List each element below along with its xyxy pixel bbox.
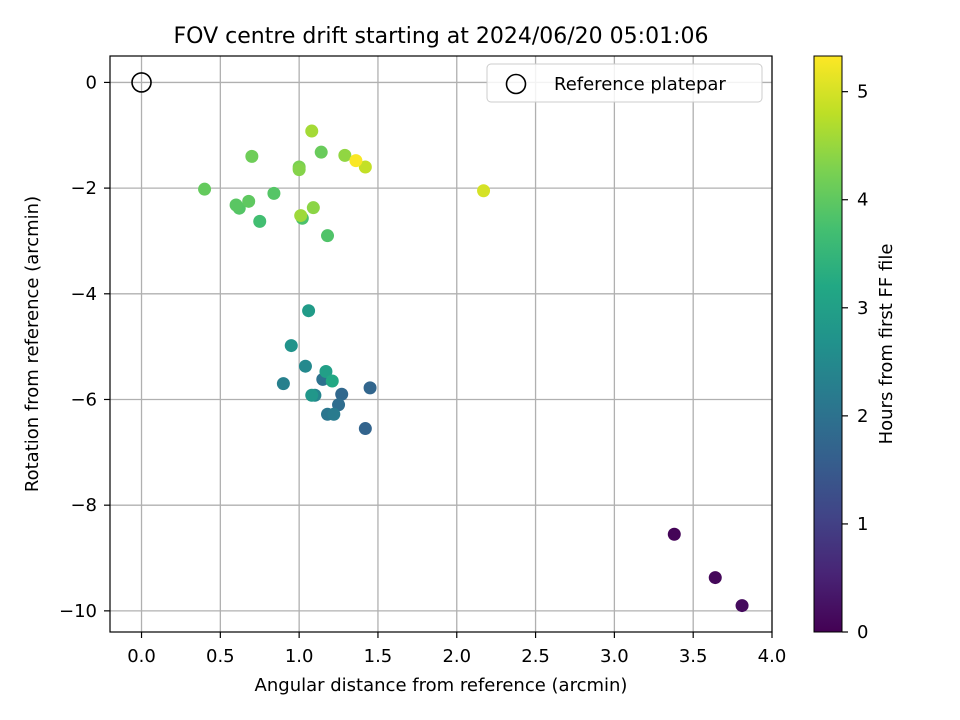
data-point — [267, 186, 281, 200]
y-tick-label: 0 — [86, 72, 97, 93]
data-point — [292, 163, 306, 177]
x-tick-label: 4.0 — [758, 646, 787, 667]
colorbar — [813, 55, 843, 633]
data-point — [298, 359, 312, 373]
chart-title: FOV centre drift starting at 2024/06/20 … — [174, 24, 709, 49]
data-point — [321, 229, 335, 243]
data-point — [198, 182, 212, 196]
x-tick-label: 2.0 — [442, 646, 471, 667]
data-point — [229, 198, 243, 212]
data-point — [294, 209, 308, 223]
x-axis-label: Angular distance from reference (arcmin) — [255, 675, 628, 696]
y-tick-label: −6 — [70, 389, 97, 410]
data-point — [358, 422, 372, 436]
x-tick-label: 1.5 — [364, 646, 393, 667]
y-tick-label: −2 — [70, 178, 97, 199]
data-point — [358, 160, 372, 174]
y-tick-label: −8 — [70, 495, 97, 516]
data-point — [276, 377, 290, 391]
x-tick-label: 3.0 — [600, 646, 629, 667]
colorbar-tick-label: 4 — [857, 190, 868, 211]
reference-platepar-marker — [131, 72, 152, 93]
legend-box — [486, 63, 763, 103]
x-tick-label: 3.5 — [679, 646, 708, 667]
y-axis-ticks: 0 −2 −4 −6 −8 −10 — [59, 72, 110, 622]
y-tick-label: −10 — [59, 601, 97, 622]
x-tick-label: 0.5 — [206, 646, 235, 667]
y-axis-label: Rotation from reference (arcmin) — [22, 196, 43, 492]
data-point — [253, 214, 267, 228]
data-point — [319, 364, 333, 378]
x-axis-ticks: 0.0 0.5 1.0 1.5 2.0 2.5 3.0 3.5 4.0 — [127, 632, 786, 667]
data-point — [708, 571, 722, 585]
data-point — [306, 201, 320, 215]
y-tick-label: −4 — [70, 284, 97, 305]
data-point — [327, 407, 341, 421]
data-point — [735, 599, 749, 613]
x-tick-label: 0.0 — [127, 646, 156, 667]
data-point — [325, 374, 339, 388]
colorbar-tick-label: 0 — [857, 622, 868, 643]
data-point — [363, 381, 377, 395]
data-point — [245, 149, 259, 163]
legend: Reference platepar — [486, 63, 763, 103]
data-point — [335, 387, 349, 401]
data-point — [305, 124, 319, 138]
colorbar-tick-label: 5 — [857, 82, 868, 103]
data-point — [338, 148, 352, 162]
data-point — [284, 339, 298, 353]
data-point — [302, 304, 316, 318]
legend-label: Reference platepar — [554, 74, 726, 95]
data-point — [349, 154, 363, 168]
x-tick-label: 2.5 — [521, 646, 550, 667]
colorbar-label: Hours from first FF file — [876, 244, 897, 445]
data-point — [477, 184, 491, 198]
x-tick-label: 1.0 — [285, 646, 314, 667]
data-point — [667, 527, 681, 541]
plot-area-frame — [109, 55, 773, 633]
colorbar-ticks: 0 1 2 3 4 5 — [842, 82, 868, 643]
data-points — [131, 72, 749, 613]
colorbar-tick-label: 3 — [857, 298, 868, 319]
data-point — [314, 145, 328, 159]
colorbar-tick-label: 1 — [857, 514, 868, 535]
legend-marker — [505, 73, 527, 95]
colorbar-tick-label: 2 — [857, 406, 868, 427]
data-point — [305, 388, 319, 402]
data-point — [242, 194, 256, 208]
